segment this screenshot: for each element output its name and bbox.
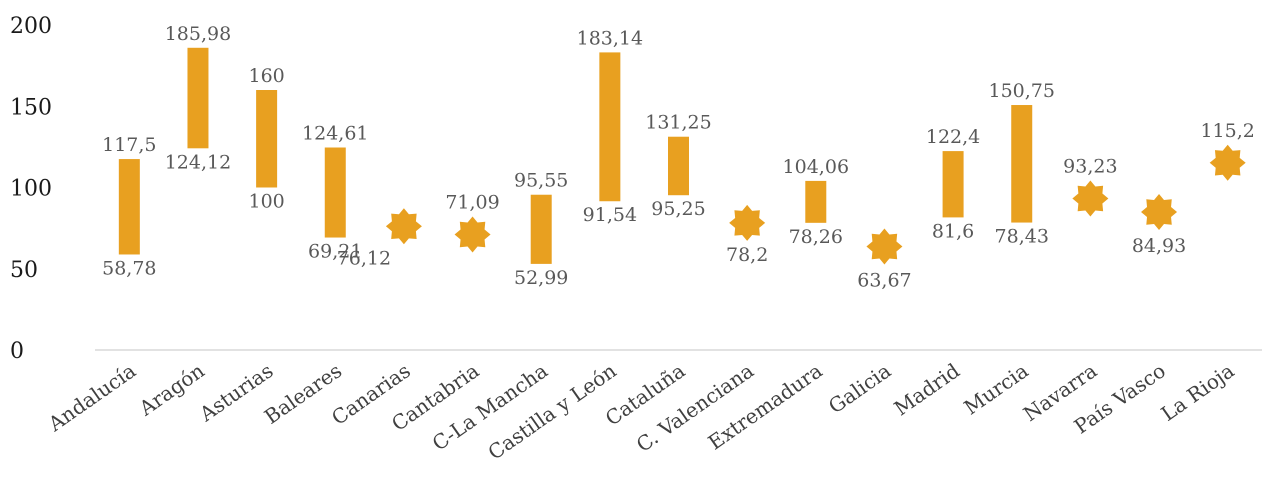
value-label: 115,2 [1200,120,1254,142]
x-tick-label: Galicia [824,358,895,418]
value-label: 71,09 [445,191,499,213]
range-high-label: 183,14 [577,27,643,49]
range-bar [256,90,278,188]
range-bar [668,136,689,196]
range-high-label: 104,06 [783,156,849,178]
range-bar [530,194,552,264]
value-marker [1072,180,1109,217]
y-tick-label: 50 [10,258,38,283]
range-high-label: 160 [248,65,284,87]
y-tick-label: 150 [10,95,52,120]
value-marker [729,204,766,241]
x-tick-label: Madrid [890,358,965,420]
x-tick-labels: AndalucíaAragónAsturiasBalearesCanariasC… [43,358,1239,464]
range-high-label: 185,98 [165,23,231,45]
range-low-label: 52,99 [514,267,568,289]
value-label: 63,67 [857,270,911,292]
y-tick-label: 200 [10,14,52,39]
y-tick-label: 100 [10,177,52,202]
range-high-label: 122,4 [926,126,980,148]
range-low-label: 78,43 [995,226,1049,248]
range-low-label: 91,54 [583,204,637,226]
x-tick-label: La Rioja [1157,358,1239,425]
range-high-label: 124,61 [302,123,368,145]
range-bar [599,52,621,202]
value-label: 76,12 [337,247,391,269]
range-bar [187,47,209,149]
range-low-label: 58,78 [102,257,156,279]
range-bar [118,159,140,255]
range-bar [942,151,964,218]
value-marker [1209,144,1246,181]
range-marks [118,47,1246,265]
range-low-label: 95,25 [651,198,705,220]
range-high-label: 95,55 [514,170,568,192]
range-low-label: 69,21 [308,241,362,263]
range-high-label: 150,75 [988,80,1054,102]
value-marker [866,228,903,265]
range-low-label: 78,26 [789,226,843,248]
value-marker [454,216,491,253]
value-marker [385,208,422,245]
range-high-label: 117,5 [102,134,156,156]
value-label: 84,93 [1132,235,1186,257]
x-tick-label: Andalucía [43,358,140,436]
y-tick-labels: 0 50 100 150 200 [10,14,52,364]
range-high-label: 131,25 [645,112,711,134]
y-tick-label: 0 [10,339,24,364]
data-labels: 117,558,78185,98124,12160100124,6169,217… [102,23,1255,292]
range-bar [805,180,827,223]
x-tick-label: C. Valenciana [632,358,758,456]
range-bar [1011,105,1033,223]
range-low-label: 81,6 [932,220,974,242]
value-marker [1141,193,1178,230]
range-bar [324,147,346,238]
value-label: 93,23 [1063,156,1117,178]
value-label: 78,2 [726,244,768,266]
range-low-label: 124,12 [165,151,231,173]
range-low-label: 100 [248,191,284,213]
